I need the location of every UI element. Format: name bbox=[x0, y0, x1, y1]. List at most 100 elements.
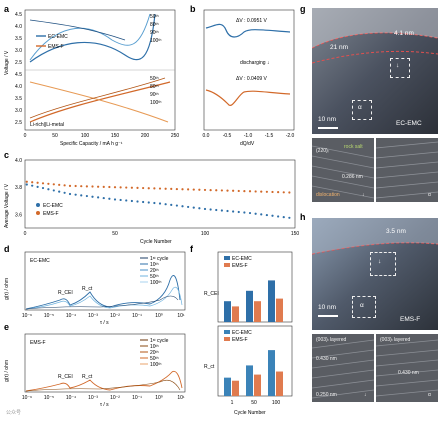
panel-d-xticks: 10⁻⁶ 10⁻⁵ 10⁻⁴ 10⁻³ 10⁻² 10⁻¹ 10⁰ 10¹ bbox=[22, 313, 185, 319]
f-xtick: 100 bbox=[272, 400, 281, 406]
c-point bbox=[153, 187, 156, 190]
panel-h-inset-1: (003)ₗ layered 0.430 nm 0.250 nm ↓ bbox=[312, 334, 374, 402]
f-legend-1: EC-EMC bbox=[232, 256, 252, 262]
f-legend-2: EMS-F bbox=[232, 263, 248, 269]
panel-d-title: EC-EMC bbox=[30, 258, 50, 264]
a-ytick-top: 2.5 bbox=[15, 60, 22, 66]
c-xtick: 50 bbox=[112, 231, 118, 237]
e-xtick: 10¹ bbox=[177, 395, 185, 401]
b-dv-bot: ΔV : 0.0409 V bbox=[236, 76, 268, 82]
g-inset-1-dislocation: dislocation bbox=[316, 192, 340, 198]
h-inset-2-fringes bbox=[376, 339, 438, 397]
d-xtick: 10⁻² bbox=[110, 313, 120, 319]
f-xtick: 1 bbox=[231, 400, 234, 406]
c-point bbox=[237, 210, 240, 214]
c-point bbox=[119, 186, 122, 189]
b-xtick: -2.0 bbox=[286, 133, 295, 139]
d-xtick: 10⁻¹ bbox=[132, 313, 142, 319]
panel-h-label: h bbox=[300, 212, 306, 222]
c-point bbox=[288, 191, 291, 194]
panel-c-xlabel: Cycle Number bbox=[140, 239, 172, 245]
h-box-bulk bbox=[352, 296, 376, 318]
c-point bbox=[153, 201, 156, 205]
panel-a-xticks: 0 50 100 150 200 250 bbox=[24, 133, 180, 139]
c-point bbox=[47, 182, 50, 185]
f-bar-ecemc-rcei bbox=[268, 280, 275, 322]
panel-d: d g(τ) / ohm τ / s EC-EMC 10⁻⁶ 10⁻⁵ 10⁻⁴ 10… bbox=[4, 244, 186, 326]
c-point bbox=[282, 191, 285, 194]
c-point bbox=[97, 196, 100, 199]
d-xtick: 10⁰ bbox=[155, 313, 163, 319]
g-box-bulk-mark: α bbox=[358, 104, 362, 111]
c-point bbox=[158, 202, 162, 205]
c-point bbox=[192, 206, 195, 209]
c-point bbox=[113, 186, 117, 189]
d-xtick: 10¹ bbox=[177, 313, 185, 319]
d-legend-label: 20ᵗʰ bbox=[150, 268, 159, 274]
c-point bbox=[209, 188, 212, 192]
f-xtick: 50 bbox=[251, 400, 257, 406]
c-point bbox=[91, 185, 94, 188]
a-xtick: 0 bbox=[24, 133, 27, 139]
c-point bbox=[254, 212, 257, 215]
c-point bbox=[74, 184, 77, 188]
e-xtick: 10⁰ bbox=[155, 395, 163, 401]
c-point bbox=[288, 216, 291, 219]
c-ytick: 4.0 bbox=[15, 158, 22, 164]
e-xtick: 10⁻² bbox=[110, 395, 120, 401]
a-xtick: 150 bbox=[111, 133, 120, 139]
c-point bbox=[220, 189, 223, 192]
panel-e-title: EMS-F bbox=[30, 340, 46, 346]
c-point bbox=[181, 205, 184, 208]
c-point bbox=[203, 188, 207, 192]
panel-f-bars bbox=[224, 280, 283, 396]
f-legend-4: EMS-F bbox=[232, 337, 248, 343]
panel-a: a Voltage / V Specific Capacity / mA h g… bbox=[4, 4, 179, 147]
panel-g-inset-2: α bbox=[376, 138, 438, 202]
a-legend-1: EC-EMC bbox=[48, 34, 68, 40]
c-point bbox=[282, 216, 285, 219]
c-point bbox=[226, 209, 229, 213]
panel-d-label: d bbox=[4, 244, 10, 254]
c-point bbox=[243, 190, 246, 193]
c-point bbox=[136, 186, 139, 189]
f-bar-emsf-rcei bbox=[232, 306, 239, 322]
e-legend-label: 50ᵗʰ bbox=[150, 356, 159, 362]
c-point bbox=[125, 199, 128, 202]
f-legend-swatch-2 bbox=[224, 263, 230, 267]
f-legend-3: EC-EMC bbox=[232, 330, 252, 336]
g-inset-2-mark: α bbox=[428, 192, 431, 198]
c-point bbox=[113, 198, 117, 201]
panel-d-xlabel: τ / s bbox=[100, 320, 109, 326]
panel-c-xticks: 0 50 100 150 bbox=[24, 231, 300, 237]
h-distance-1: 3.5 nm bbox=[386, 228, 406, 235]
c-legend-dot-1 bbox=[36, 203, 40, 207]
c-point bbox=[147, 201, 150, 204]
b-xtick: -0.5 bbox=[223, 133, 232, 139]
c-point bbox=[243, 211, 246, 214]
a-ytick-top: 4.5 bbox=[15, 12, 22, 18]
d-legend-label: 1ˢᵗ cycle bbox=[150, 256, 169, 262]
c-point bbox=[265, 190, 268, 193]
c-point bbox=[203, 207, 207, 211]
b-xtick: -1.5 bbox=[265, 133, 274, 139]
c-point bbox=[260, 190, 263, 193]
e-curve-1 bbox=[25, 370, 183, 392]
d-curve-1 bbox=[25, 275, 181, 310]
d-curve-2 bbox=[25, 286, 183, 310]
c-point bbox=[91, 195, 94, 198]
c-xtick: 0 bbox=[24, 231, 27, 237]
panel-b: b 0.0 -0.5 -1.0 -1.5 -2.0 dQ/dV ΔV : 0.0951 … bbox=[190, 4, 295, 147]
f-legend-swatch-3 bbox=[224, 330, 230, 334]
panel-e-ylabel: g(τ) / ohm bbox=[4, 360, 10, 382]
c-point bbox=[80, 185, 83, 188]
panel-f-xticks: 1 50 100 bbox=[231, 400, 281, 406]
b-curve-ecemc bbox=[205, 23, 291, 38]
d-xtick: 10⁻⁶ bbox=[22, 313, 32, 319]
e-xtick: 10⁻⁵ bbox=[44, 395, 54, 401]
c-point bbox=[31, 181, 34, 184]
e-xtick: 10⁻¹ bbox=[132, 395, 142, 401]
e-legend-label: 10ᵗʰ bbox=[150, 344, 159, 350]
e-xtick: 10⁻⁴ bbox=[66, 395, 76, 401]
panel-e-xticks: 10⁻⁶ 10⁻⁵ 10⁻⁴ 10⁻³ 10⁻² 10⁻¹ 10⁰ 10¹ bbox=[22, 395, 185, 401]
